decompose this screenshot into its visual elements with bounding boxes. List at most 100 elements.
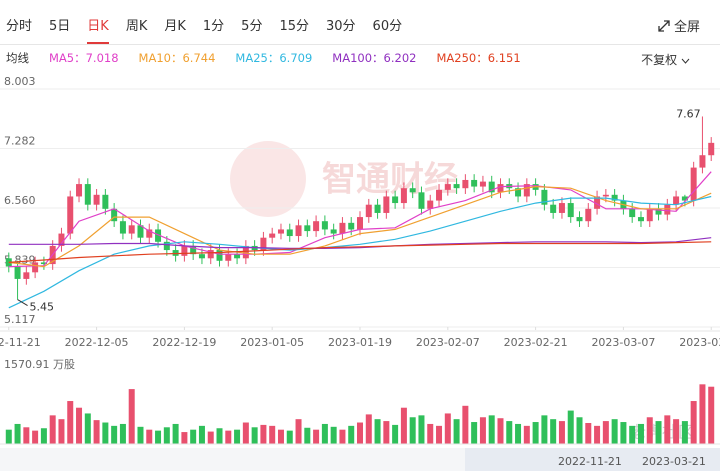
high-annotation: 7.67 [676,107,701,120]
x-tick-label: 2023-01-19 [328,336,392,349]
volume-bar [567,410,574,444]
candle-body [637,217,644,222]
candle-body [515,188,522,197]
candle-body [137,225,144,238]
candle-body [708,142,715,156]
volume-bar [357,422,363,444]
candle-body [497,184,504,193]
candle-body [216,250,223,261]
tab[interactable]: 30分 [326,19,356,34]
candle-body [602,194,609,197]
tab[interactable]: 60分 [372,19,403,34]
volume-bar [251,427,258,444]
volume-bar [585,422,592,444]
legend-item: MA250：6.151 [436,50,520,66]
volume-bar [374,419,381,444]
y-tick-label: 7.282 [4,134,36,147]
volume-bar [444,413,451,444]
y-tick-label: 6.560 [4,194,36,207]
volume-bar [506,421,513,444]
candle-body [14,266,21,279]
volume-bar [532,422,539,444]
fullscreen-icon [658,19,670,32]
legend-separator: ： [372,51,384,65]
candle-body [76,184,83,197]
volume-bar [58,419,65,444]
x-tick-label: 2023-02-21 [504,336,568,349]
volume-label: 1570.91 万股 [4,358,75,371]
legend-name: MA250 [436,51,477,65]
candle-body [444,184,451,190]
tab[interactable]: 月K [164,19,186,34]
volume-bar [260,424,267,444]
candle-body [163,241,170,251]
fullscreen-label: 全屏 [673,20,700,35]
volume-bar [673,419,680,444]
candle-body [629,208,636,218]
ma-legend: 均线 不复权 MA5：7.018 MA10：6.744 MA25：6.709 MA10… [0,45,720,71]
volume-bar [488,415,495,444]
candle-body [558,203,565,213]
navigator-window [465,448,720,471]
volume-bar [242,422,249,444]
candle-body [234,254,241,259]
volume-bar [207,431,214,444]
volume-bar [365,414,372,444]
candle-body [304,225,311,232]
volume-bar [558,421,565,444]
y-tick-label: 5.117 [4,313,36,326]
volume-bar [67,401,74,444]
candle-body [576,217,583,222]
volume-bar [190,429,197,444]
volume-bar [453,419,460,444]
candle-body [146,229,153,238]
volume-bar [102,422,109,444]
volume-bar [155,430,162,444]
candle-body [594,196,601,209]
candle-body [655,208,662,215]
tab[interactable]: 15分 [279,19,309,34]
candle-body [207,250,214,259]
volume-bar [690,401,697,444]
tab[interactable]: 1分 [202,19,225,34]
candle-body [699,155,706,168]
candle-body [488,181,495,193]
volume-bar [576,417,583,444]
candle-body [673,196,680,205]
candle-body [427,200,434,209]
candle-body [400,188,407,204]
x-tick-label: 2023-01-05 [240,336,304,349]
legend-item: MA5：7.018 [49,50,119,66]
volume-bar [708,386,715,444]
volume-bar [471,422,478,444]
volume-bar [699,384,706,444]
legend-value: 6.202 [383,51,417,65]
ma-label: 均线 [6,51,29,65]
candle-body [313,221,320,232]
volume-bar [611,419,618,444]
volume-bar [321,423,328,444]
legend-item: MA100：6.202 [332,50,416,66]
candle-body [102,194,109,209]
tab[interactable]: 日K [87,0,109,44]
volume-bar [76,407,83,444]
tab[interactable]: 5日 [49,19,71,34]
candle-body [119,221,126,234]
dropdown-arrow [681,58,690,64]
volume-bar [146,429,153,444]
fullscreen-button[interactable]: 全屏 [658,16,700,35]
volume-bar [400,407,407,444]
tab[interactable]: 5分 [241,19,263,34]
adjust-dropdown[interactable]: 不复权 [641,51,690,68]
candle-body [453,184,460,189]
volume-bar [5,429,12,444]
candle-body [330,229,337,234]
volume-bar [436,425,443,444]
tab[interactable]: 周K [125,19,148,34]
volume-bar [40,428,47,444]
volume-bar [225,430,232,444]
candle-body [523,184,530,197]
tab[interactable]: 分时 [6,19,33,34]
volume-max: 1570.91 [4,358,50,371]
volume-bar [462,405,469,444]
